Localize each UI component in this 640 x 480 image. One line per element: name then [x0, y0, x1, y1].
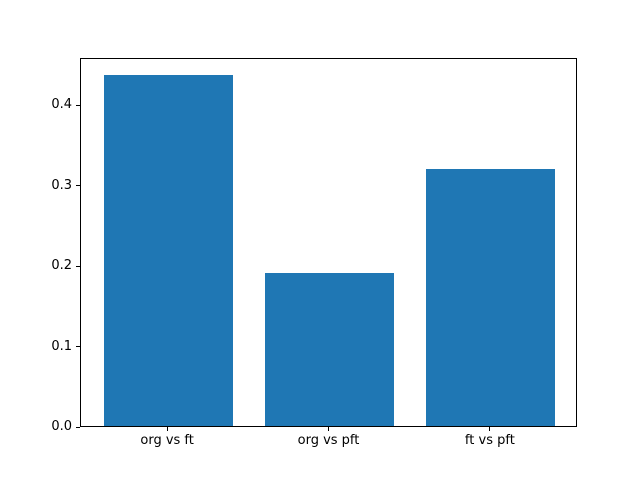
y-tick-label: 0.0	[51, 419, 72, 434]
x-tick-mark	[166, 427, 168, 431]
plot-area	[81, 59, 576, 426]
x-tick-label: org vs pft	[297, 433, 360, 448]
y-tick-label: 0.3	[51, 177, 72, 193]
y-tick-mark	[76, 104, 80, 106]
bar	[426, 168, 556, 426]
y-tick-label: 0.1	[51, 338, 72, 354]
x-tick-mark	[489, 427, 491, 431]
y-tick-mark	[76, 346, 80, 348]
x-tick-label: ft vs pft	[464, 433, 515, 448]
axes	[80, 58, 577, 427]
y-tick-mark	[76, 265, 80, 267]
y-tick-mark	[76, 185, 80, 187]
x-tick-label: org vs ft	[140, 433, 194, 448]
y-tick-label: 0.4	[51, 97, 72, 113]
bar	[264, 273, 395, 426]
bar	[103, 74, 233, 426]
y-tick-mark	[76, 426, 80, 428]
x-tick-mark	[328, 427, 329, 431]
y-tick-label: 0.2	[51, 258, 72, 274]
